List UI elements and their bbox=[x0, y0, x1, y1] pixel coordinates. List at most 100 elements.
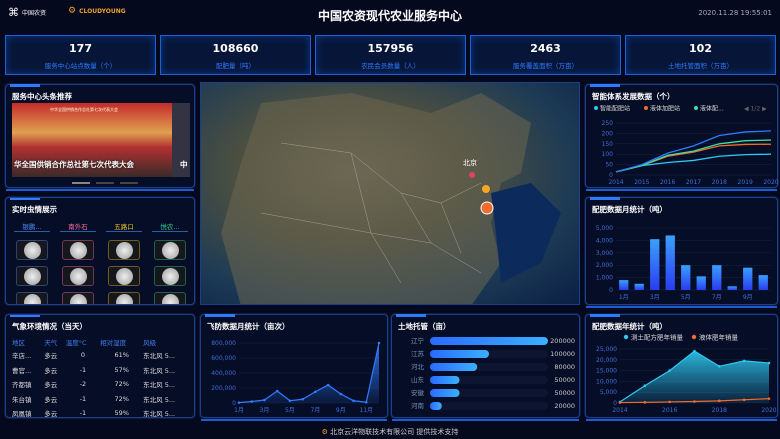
insect-location-tab[interactable]: 银鹏... bbox=[14, 221, 50, 232]
series-line bbox=[615, 143, 772, 173]
data-point[interactable] bbox=[668, 369, 671, 372]
insect-trap-image[interactable] bbox=[16, 266, 48, 286]
data-point[interactable] bbox=[339, 392, 343, 396]
insect-trap-image[interactable] bbox=[62, 292, 94, 304]
legend-item[interactable]: 液体加肥站 bbox=[650, 105, 680, 113]
bar[interactable] bbox=[430, 337, 548, 345]
table-cell: -1 bbox=[79, 408, 87, 417]
dev-line-chart: 智能配肥站 液体加肥站 液体配... ◀ 1/2 ▶ 0 50 100 150 200 250 20… bbox=[594, 105, 779, 186]
data-point[interactable] bbox=[618, 401, 622, 404]
bar[interactable] bbox=[430, 350, 489, 358]
data-point[interactable] bbox=[643, 384, 647, 388]
page-title: 中国农资现代农业服务中心 bbox=[317, 9, 462, 23]
insect-trap-image[interactable] bbox=[62, 266, 94, 286]
kpi-card[interactable]: 177 服务中心站点数量（个） bbox=[5, 35, 156, 75]
news-image[interactable]: 中华全国供销合作总社第七次代表大会 华全国供销合作总社第七次代表大会 中 bbox=[12, 103, 190, 177]
data-point[interactable] bbox=[742, 398, 746, 402]
data-point[interactable] bbox=[250, 400, 254, 403]
bar[interactable] bbox=[430, 389, 460, 397]
bar[interactable] bbox=[696, 276, 706, 290]
bar[interactable] bbox=[430, 363, 478, 371]
bar[interactable] bbox=[634, 283, 644, 290]
table-cell: 朱台镇 bbox=[12, 395, 32, 404]
series-area bbox=[620, 351, 769, 403]
legend-item[interactable]: 液体肥年销量 bbox=[699, 333, 739, 342]
x-tick-label: 2019 bbox=[738, 179, 753, 186]
series-line bbox=[615, 139, 772, 173]
trap-photo bbox=[23, 267, 41, 285]
bar[interactable] bbox=[619, 280, 629, 290]
kpi-label: 农民会员数量（人） bbox=[361, 62, 420, 70]
monthly-chart-panel: 配肥数据月统计（吨） 0 1,000 2,000 3,000 4,000 5,000 1月 3月… bbox=[585, 197, 778, 308]
data-point[interactable] bbox=[364, 400, 368, 404]
legend-marker bbox=[694, 106, 698, 110]
kpi-card[interactable]: 108660 配肥量（吨） bbox=[160, 35, 311, 75]
insect-trap-image[interactable] bbox=[16, 240, 48, 260]
data-point[interactable] bbox=[767, 397, 771, 400]
table-cell: 东北风 5... bbox=[143, 409, 176, 418]
data-point[interactable] bbox=[718, 399, 721, 403]
data-point[interactable] bbox=[352, 399, 355, 403]
weather-table: 地区 天气 温度°C 相对湿度 风级 辛店... 多云 0 61% 东北风 5... 曹官... 多云… bbox=[12, 335, 194, 418]
trap-photo bbox=[69, 267, 87, 285]
x-tick-label: 2014 bbox=[612, 407, 627, 414]
bar[interactable] bbox=[430, 402, 442, 410]
insect-trap-image[interactable] bbox=[154, 240, 186, 260]
bar[interactable] bbox=[758, 275, 768, 290]
data-point[interactable] bbox=[263, 398, 266, 402]
carousel-dots[interactable] bbox=[72, 182, 138, 184]
kpi-card[interactable]: 2463 服务覆盖面积（万亩） bbox=[470, 35, 621, 75]
data-point[interactable] bbox=[314, 390, 317, 394]
bar[interactable] bbox=[650, 239, 660, 290]
bar[interactable] bbox=[743, 267, 753, 290]
insect-location-tab[interactable]: 五路口 bbox=[106, 221, 142, 232]
bar[interactable] bbox=[430, 376, 460, 384]
data-point[interactable] bbox=[668, 400, 671, 404]
data-point[interactable] bbox=[326, 383, 330, 387]
insect-trap-image[interactable] bbox=[154, 266, 186, 286]
insect-location-tab[interactable]: 南外石 bbox=[60, 221, 96, 232]
table-cell: 东北风 5... bbox=[143, 381, 176, 390]
x-tick-label: 1月 bbox=[619, 294, 629, 301]
china-map[interactable]: 北京 bbox=[200, 82, 580, 305]
panel-title: 土地托管（亩） bbox=[398, 322, 451, 331]
legend-item[interactable]: 液体配... bbox=[700, 105, 724, 113]
data-point[interactable] bbox=[643, 401, 647, 404]
data-point[interactable] bbox=[377, 341, 381, 345]
data-point[interactable] bbox=[718, 364, 721, 368]
y-tick-label: 5,000 bbox=[596, 225, 613, 232]
insect-trap-image[interactable] bbox=[108, 240, 140, 260]
map-pin-icon[interactable] bbox=[482, 185, 490, 193]
annual-chart-panel: 配肥数据年统计（吨） 测土配方肥年销量 液体肥年销量 0 5,000 10,000 15,0… bbox=[585, 314, 778, 421]
data-point[interactable] bbox=[693, 400, 696, 403]
legend-pager[interactable]: ◀ 1/2 ▶ bbox=[744, 106, 767, 113]
kpi-card[interactable]: 157956 农民会员数量（人） bbox=[315, 35, 466, 75]
insect-trap-image[interactable] bbox=[108, 292, 140, 304]
flight-chart-panel: 飞防数据月统计（亩次） 0 200,000 400,000 600,000 800,000… bbox=[200, 314, 388, 421]
table-row: 辛店... 多云 0 61% 东北风 5... bbox=[12, 348, 194, 362]
map-marker-star[interactable] bbox=[469, 172, 475, 178]
insect-trap-image[interactable] bbox=[62, 240, 94, 260]
bar-track bbox=[430, 376, 548, 384]
trap-photo bbox=[23, 293, 41, 304]
insect-trap-image[interactable] bbox=[154, 292, 186, 304]
map-pin-icon[interactable] bbox=[480, 201, 494, 215]
bar[interactable] bbox=[727, 286, 737, 290]
gear-icon: ⚙ bbox=[68, 6, 77, 16]
data-point[interactable] bbox=[237, 401, 241, 404]
bar[interactable] bbox=[665, 235, 675, 290]
data-point[interactable] bbox=[288, 399, 292, 403]
data-point[interactable] bbox=[693, 349, 696, 353]
bar[interactable] bbox=[681, 265, 691, 290]
bar[interactable] bbox=[712, 265, 722, 290]
legend-item[interactable]: 测土配方肥年销量 bbox=[631, 333, 684, 342]
legend-item[interactable]: 智能配肥站 bbox=[600, 105, 630, 113]
kpi-card[interactable]: 102 土地托管面积（万亩） bbox=[625, 35, 776, 75]
insect-trap-image[interactable] bbox=[16, 292, 48, 304]
data-point[interactable] bbox=[275, 389, 279, 393]
data-point[interactable] bbox=[301, 397, 304, 401]
insect-location-tab[interactable]: 悦农... bbox=[152, 221, 188, 232]
data-point[interactable] bbox=[767, 361, 771, 365]
data-point[interactable] bbox=[742, 359, 746, 363]
insect-trap-image[interactable] bbox=[108, 266, 140, 286]
